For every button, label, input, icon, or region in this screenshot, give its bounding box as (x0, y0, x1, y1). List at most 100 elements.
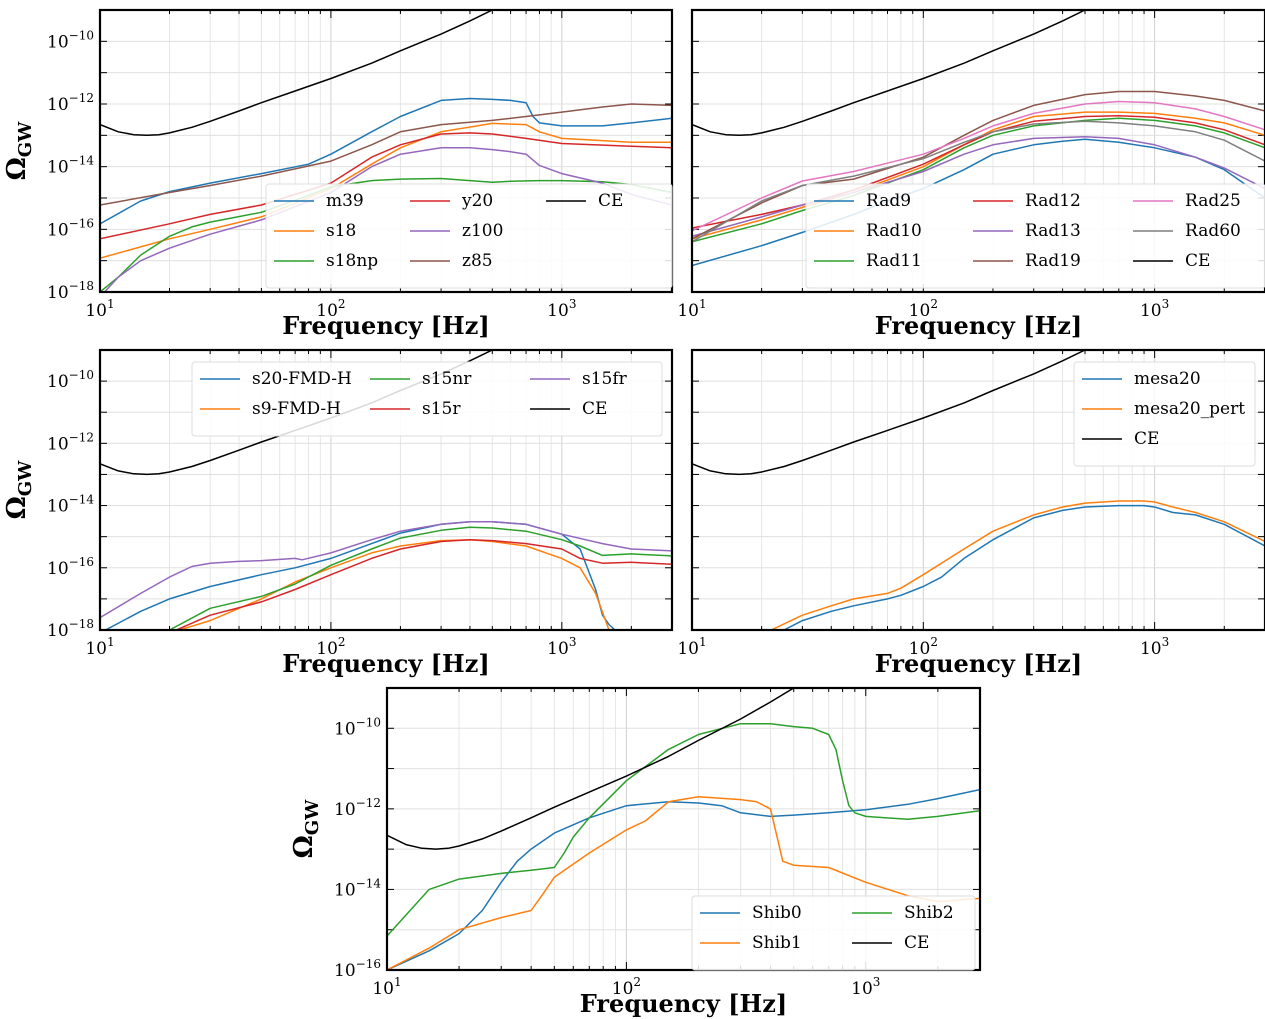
x-axis-label: Frequency [Hz] (875, 649, 1082, 678)
series-line-ce (387, 688, 796, 850)
y-tick-label: 10−16 (334, 957, 381, 981)
series-line-mesa20-pert (770, 500, 1265, 630)
legend-label: Rad25 (1185, 191, 1241, 211)
legend-label: s18np (326, 251, 378, 271)
x-tick-label: 101 (85, 635, 114, 659)
x-tick-label: 103 (851, 975, 880, 999)
y-tick-label: 10−18 (47, 617, 94, 641)
series-line-shib2 (387, 722, 980, 937)
panel-4: 101 102 103 Frequency [Hz] mesa20 mesa20_pert… (677, 348, 1265, 678)
y-axis-label: ΩGW (2, 121, 36, 181)
series-line-z100 (103, 147, 672, 292)
legend: Rad9 Rad10 Rad11 Rad12 Rad13 Rad19 Rad25 Rad60 C… (805, 183, 1265, 289)
legend-label: Shib2 (904, 903, 954, 923)
legend-label: s9-FMD-H (252, 399, 341, 419)
y-tick-label: 10−14 (334, 876, 381, 900)
series-line-s15nr (169, 526, 672, 630)
series-line-s15r (174, 538, 672, 630)
legend: Shib0 Shib1 Shib2 CE (691, 895, 976, 971)
y-tick-label: 10−16 (47, 555, 94, 579)
series-line-ce (692, 10, 1087, 137)
x-tick-label: 102 (612, 975, 641, 999)
x-tick-label: 103 (1140, 635, 1169, 659)
series-line-mesa20 (783, 504, 1265, 630)
legend-label: z85 (462, 251, 493, 271)
x-tick-label: 102 (316, 635, 345, 659)
legend-label: CE (582, 399, 607, 419)
x-tick-label: 103 (547, 297, 576, 321)
series-line-s18np (100, 177, 672, 292)
series-group (387, 688, 980, 970)
legend-label: s15nr (422, 369, 472, 389)
series-line-ce (692, 350, 1087, 476)
y-tick-label: 10−10 (334, 715, 381, 739)
y-tick-label: 10−14 (47, 154, 94, 178)
legend-label: CE (904, 933, 929, 953)
legend-label: CE (1185, 251, 1210, 271)
legend-label: CE (1134, 429, 1159, 449)
y-axis-label: ΩGW (2, 460, 36, 520)
series-line-s9-fmd-h (176, 538, 610, 630)
legend: s20-FMD-H s9-FMD-H s15nr s15r s15fr CE (191, 361, 663, 437)
legend-label: m39 (326, 191, 364, 211)
legend-box (191, 361, 663, 437)
legend-label: Rad60 (1185, 221, 1241, 241)
legend-label: mesa20 (1134, 369, 1201, 389)
axes-frame (690, 8, 1265, 294)
series-line-y20 (100, 132, 672, 240)
legend-box (691, 895, 976, 971)
legend-box (1073, 361, 1256, 467)
legend-box (805, 183, 1265, 289)
y-axis-label: ΩGW (289, 799, 323, 859)
series-line-z85 (100, 103, 672, 206)
panel-3: 101 102 103 10−18 10−16 10−14 10−12 10−10 Freque… (2, 348, 674, 678)
axes-frame (690, 348, 1265, 632)
legend-label: Rad12 (1025, 191, 1081, 211)
legend-label: y20 (461, 191, 493, 211)
legend-label: z100 (462, 221, 503, 241)
x-tick-label: 102 (909, 297, 938, 321)
series-line-shib1 (387, 795, 980, 970)
axes-frame (98, 348, 674, 632)
legend-label: Rad13 (1025, 221, 1081, 241)
x-axis-label: Frequency [Hz] (282, 649, 489, 678)
legend-label: s15r (422, 399, 461, 419)
y-tick-label: 10−18 (47, 279, 94, 303)
legend-label: Rad19 (1025, 251, 1081, 271)
x-tick-label: 101 (677, 297, 706, 321)
panel-1: 101 102 103 10−18 10−16 10−14 10−12 10−10 Freque… (2, 8, 674, 340)
legend-label: Shib1 (752, 933, 802, 953)
y-tick-label: 10−12 (47, 430, 94, 454)
legend-label: s15fr (582, 369, 628, 389)
y-tick-label: 10−16 (47, 216, 94, 240)
x-tick-label: 102 (909, 635, 938, 659)
x-axis-label: Frequency [Hz] (282, 311, 489, 340)
legend-label: Rad10 (866, 221, 922, 241)
x-tick-label: 101 (677, 635, 706, 659)
y-tick-label: 10−14 (47, 493, 94, 517)
series-line-ce (100, 10, 494, 137)
legend-box (265, 183, 673, 289)
y-tick-label: 10−10 (47, 368, 94, 392)
y-tick-label: 10−10 (47, 28, 94, 52)
legend: m39 s18 s18np y20 z100 z85 CE (265, 183, 673, 289)
x-tick-label: 103 (547, 635, 576, 659)
axes-frame (385, 686, 982, 972)
legend-label: s20-FMD-H (252, 369, 352, 389)
y-tick-label: 10−12 (47, 91, 94, 115)
x-axis-label: Frequency [Hz] (580, 989, 787, 1018)
x-axis-label: Frequency [Hz] (875, 311, 1082, 340)
x-tick-label: 101 (372, 975, 401, 999)
y-tick-label: 10−12 (334, 796, 381, 820)
panel-5: 101 102 103 10−16 10−14 10−12 10−10 Frequency [… (289, 686, 982, 1018)
legend: mesa20 mesa20_pert CE (1073, 361, 1256, 467)
legend-label: CE (598, 191, 623, 211)
series-group (692, 350, 1265, 630)
legend-label: Shib0 (752, 903, 802, 923)
legend-label: Rad9 (866, 191, 911, 211)
series-line-s15fr (100, 521, 672, 619)
legend-label: s18 (326, 221, 356, 241)
series-group (100, 10, 672, 292)
